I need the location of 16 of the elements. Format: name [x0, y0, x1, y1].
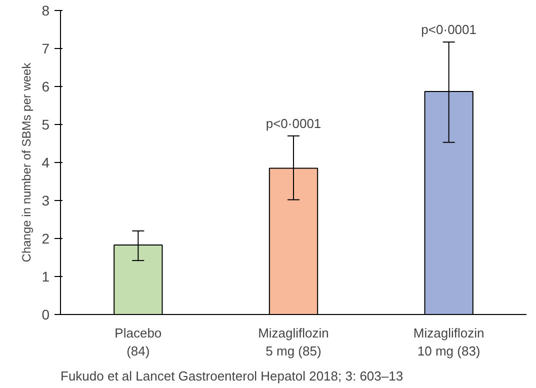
y-tick-label: 4 — [42, 154, 50, 170]
y-tick-label: 0 — [42, 306, 50, 322]
x-tick-label: Mizagliflozin 5 mg (85) — [258, 326, 329, 358]
x-tick-label: Placebo (84) — [114, 326, 162, 358]
y-tick-label: 2 — [42, 230, 50, 246]
text: Fukudo et al Lancet Gastroenterol Hepatol 2018; 3: 603–13 — [60, 368, 404, 384]
y-tick-label: 7 — [42, 40, 50, 56]
y-tick-label: 8 — [42, 2, 50, 18]
x-tick-label: Mizagliflozin 10 mg (83) — [413, 326, 484, 358]
y-tick-label: 6 — [42, 78, 50, 94]
y-tick-label: 5 — [42, 116, 50, 132]
y-tick-label: 1 — [42, 268, 50, 284]
annotation: p<0·0001 — [266, 116, 322, 131]
y-axis-title: Change in number of SBMs per week — [20, 62, 34, 262]
y-tick-label: 3 — [42, 192, 50, 208]
annotation: p<0·0001 — [421, 22, 476, 38]
